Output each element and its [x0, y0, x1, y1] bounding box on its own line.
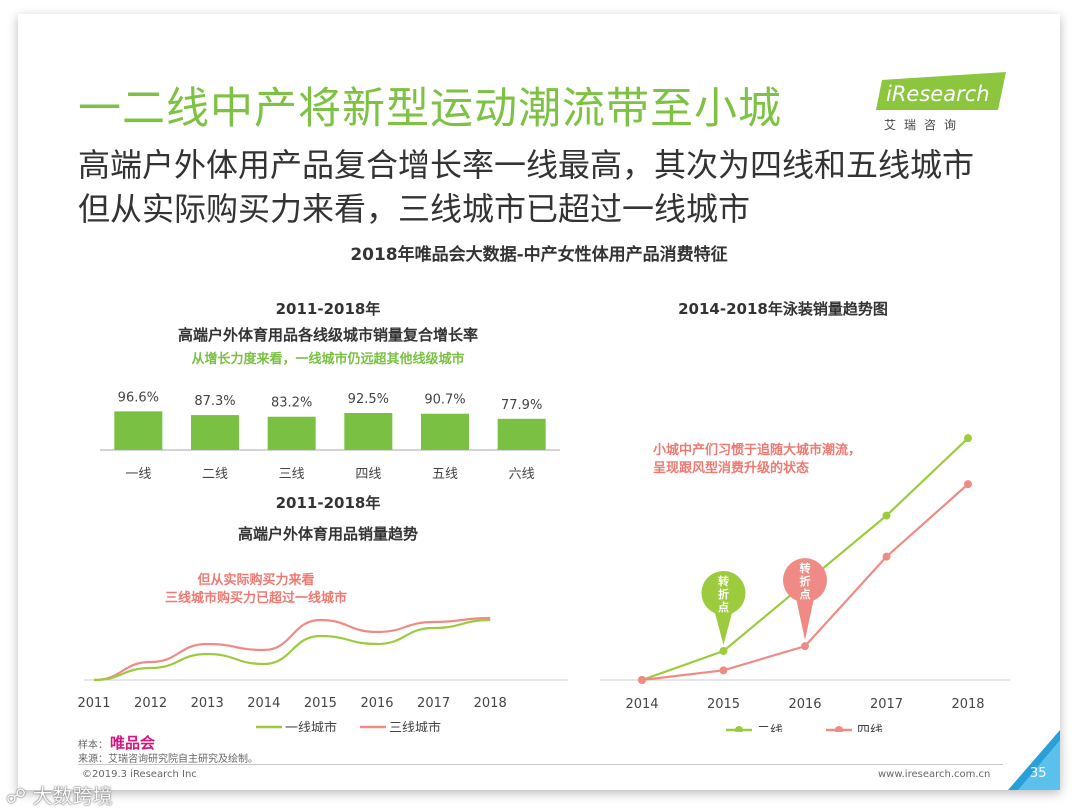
line-chart-2-x-label-3: 2016: [788, 697, 821, 712]
turning-point-pin-2: [796, 598, 814, 641]
line-chart-2-point-1-4: [882, 511, 891, 520]
watermark-icon: ☍: [6, 784, 27, 808]
bar-category-label-4: 四线: [355, 467, 381, 482]
line-chart-1-x-label-7: 2017: [417, 696, 450, 711]
footer-copyright: ©2019.3 iResearch Inc: [82, 769, 197, 780]
bar-category-label-3: 三线: [279, 467, 305, 482]
bar-value-label-2: 87.3%: [194, 394, 235, 409]
bar-2: [191, 415, 239, 450]
logo-text: iResearch: [886, 82, 990, 106]
line-chart-1-annotation-1: 但从实际购买力来看: [196, 572, 314, 588]
line-chart-1-legend-label-1: 一线城市: [285, 720, 337, 732]
line-chart-2-point-2-4: [882, 552, 891, 561]
corner-decoration: [1008, 730, 1060, 790]
turning-point-label-2-2: 折: [800, 574, 811, 588]
line-chart-2-x-label-2: 2015: [707, 697, 740, 712]
page-title: 一二线中产将新型运动潮流带至小城: [78, 84, 782, 134]
line-chart-1-annotation-2: 三线城市购买力已超过一线城市: [165, 590, 347, 606]
line-chart-sales-trend: 2011-2018年 高端户外体育用品销量趋势 但从实际购买力来看 三线城市购买…: [78, 494, 568, 732]
subtitle-line-2: 但从实际购买力来看，三线城市已超过一线城市: [78, 190, 751, 228]
bar-value-label-3: 83.2%: [271, 396, 312, 411]
logo-subtext: 艾瑞咨询: [884, 118, 965, 132]
footer-url: www.iresearch.com.cn: [878, 769, 991, 780]
line-chart-2-annotation-1: 小城中产们习惯于追随大城市潮流，: [653, 442, 861, 458]
line-chart-1-x-label-4: 2014: [247, 696, 280, 711]
bar-chart-title-2: 高端户外体育用品各线级城市销量复合增长率: [178, 326, 478, 344]
line-chart-2-legend-label-2: 四线: [857, 724, 883, 732]
line-chart-1-legend-label-2: 三线城市: [389, 720, 441, 732]
line-chart-2-point-1-2: [719, 646, 728, 655]
line-chart-2-point-2-1: [638, 676, 646, 684]
bar-value-label-5: 90.7%: [424, 393, 465, 408]
footer-source: 来源：艾瑞咨询研究院自主研究及绘制。: [78, 754, 258, 765]
line-chart-2-point-1-5: [964, 434, 972, 443]
vipshop-brand: 唯品会: [110, 734, 156, 752]
slide: 一二线中产将新型运动潮流带至小城 高端户外体用产品复合增长率一线最高，其次为四线…: [18, 14, 1060, 790]
bar-category-label-5: 五线: [432, 467, 458, 482]
line-chart-1-x-label-3: 2013: [191, 696, 224, 711]
bar-5: [421, 413, 469, 450]
bar-value-label-6: 77.9%: [501, 398, 542, 413]
line-chart-2-point-2-2: [719, 666, 728, 675]
bar-6: [497, 418, 546, 450]
turning-point-label-2-3: 点: [800, 587, 811, 601]
bar-3: [267, 416, 316, 450]
watermark-text: 大数跨境: [32, 784, 113, 808]
footer-sample: 样本： 唯品会: [78, 732, 155, 753]
turning-point-bubble-1: [701, 570, 746, 615]
line-chart-swimwear: 2014-2018年泳装销量趋势图 小城中产们习惯于追随大城市潮流， 呈现跟风型…: [600, 300, 1010, 732]
line-chart-1-title-1: 2011-2018年: [276, 494, 381, 512]
line-chart-2-annotation-2: 呈现跟风型消费升级的状态: [653, 460, 809, 476]
line-chart-2-title: 2014-2018年泳装销量趋势图: [678, 300, 888, 318]
bar-4: [344, 413, 393, 450]
line-chart-1-series-2: [93, 616, 491, 682]
iresearch-logo: iResearch: [876, 72, 1006, 110]
bar-category-label-6: 六线: [509, 467, 535, 482]
page-number: 35: [1030, 766, 1047, 781]
footer-divider: [78, 764, 1003, 765]
line-chart-2-legend-label-1: 二线: [757, 724, 783, 732]
turning-point-label-1-1: 转: [718, 574, 729, 588]
line-chart-1-x-label-1: 2011: [78, 696, 111, 711]
line-chart-1-series-1: [93, 618, 491, 682]
line-chart-2-point-2-5: [964, 480, 972, 489]
turning-point-label-1-2: 折: [718, 587, 729, 601]
subtitle-line-1: 高端户外体用产品复合增长率一线最高，其次为四线和五线城市: [78, 146, 975, 184]
bar-chart-annotation: 从增长力度来看，一线城市仍远超其他线级城市: [191, 351, 464, 367]
bar-1: [114, 411, 163, 450]
line-chart-1-title-2: 高端户外体育用品销量趋势: [238, 525, 418, 543]
line-chart-2-x-label-4: 2017: [870, 697, 903, 712]
line-chart-1-x-label-2: 2012: [134, 696, 167, 711]
turning-point-label-1-3: 点: [718, 600, 729, 614]
turning-point-pin-1: [714, 610, 733, 645]
line-chart-1-x-label-6: 2016: [360, 696, 393, 711]
line-chart-2-legend-dot-2: [835, 726, 843, 732]
bar-category-label-2: 二线: [202, 467, 228, 482]
line-chart-2-point-2-3: [801, 642, 809, 651]
corner-triangle-light: [1018, 740, 1060, 790]
line-chart-2-legend-dot-1: [735, 726, 743, 732]
turning-point-bubble-2: [783, 558, 827, 603]
bar-chart-title-1: 2011-2018年: [276, 300, 381, 318]
line-chart-1-x-label-5: 2015: [304, 696, 337, 711]
bar-chart: 2011-2018年 高端户外体育用品各线级城市销量复合增长率 从增长力度来看，…: [100, 300, 560, 482]
turning-point-label-2-1: 转: [800, 561, 811, 575]
section-title: 2018年唯品会大数据-中产女性体用产品消费特征: [350, 245, 728, 265]
line-chart-1-x-label-8: 2018: [474, 696, 507, 711]
bar-value-label-1: 96.6%: [118, 390, 159, 405]
bar-value-label-4: 92.5%: [348, 392, 389, 407]
footer-sample-label: 样本：: [78, 740, 108, 751]
line-chart-2-x-label-5: 2018: [951, 697, 984, 712]
logo-green-banner: [876, 72, 1006, 110]
watermark: ☍ 大数跨境: [6, 780, 113, 809]
bar-category-label-1: 一线: [125, 467, 151, 482]
line-chart-2-x-label-1: 2014: [625, 697, 658, 712]
